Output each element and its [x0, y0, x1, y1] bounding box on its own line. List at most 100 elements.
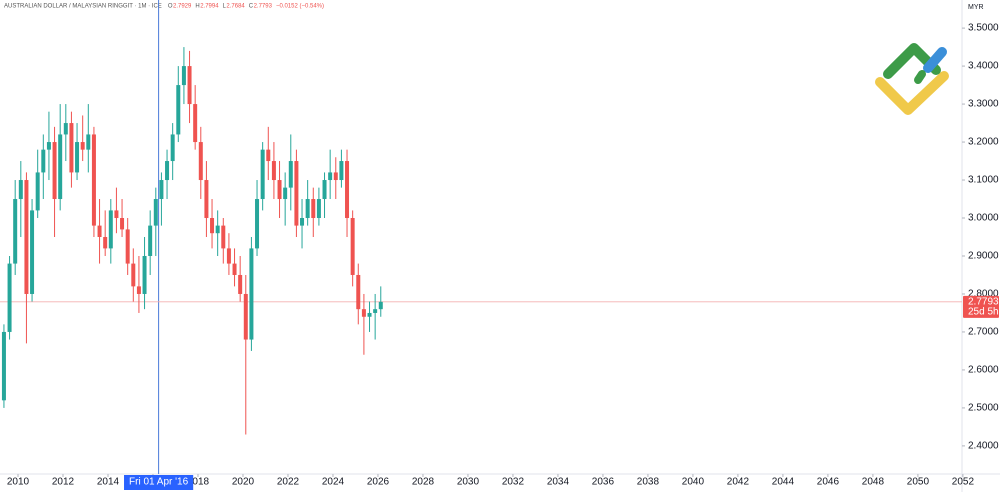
x-tick-label: 2014	[97, 477, 120, 488]
candle-body	[283, 187, 288, 200]
x-tick-label: 2022	[277, 477, 300, 488]
candle-body	[13, 199, 18, 264]
x-tick-label: 2052	[952, 477, 975, 488]
candle-body	[125, 229, 130, 264]
x-tick-label: 2024	[322, 477, 345, 488]
crosshair-label: Fri 01 Apr '16	[124, 475, 194, 490]
ohlc-value: 2.7994	[200, 4, 219, 10]
y-tick-label: 2.9000	[968, 251, 999, 262]
candle-body	[255, 199, 260, 249]
candle-body	[294, 161, 299, 226]
y-tick-label: 2.4000	[968, 441, 999, 452]
y-tick-label: 2.5000	[968, 403, 999, 414]
x-tick-label: 2042	[727, 477, 750, 488]
candle-body	[58, 134, 63, 200]
candle-body	[75, 142, 80, 173]
candle-body	[378, 301, 383, 310]
candle-body	[226, 248, 231, 264]
unit-label: MYR	[968, 4, 984, 11]
candle-body	[69, 123, 74, 173]
symbol-title: AUSTRALIAN DOLLAR / MALAYSIAN RINGGIT · …	[4, 4, 162, 10]
candle-body	[316, 199, 321, 219]
candle-body	[97, 225, 102, 237]
x-tick-label: 2026	[367, 477, 390, 488]
x-tick-label: 2040	[682, 477, 705, 488]
candle-body	[367, 312, 372, 317]
candle-body	[114, 210, 119, 219]
candle-body	[221, 225, 226, 249]
candle-body	[288, 161, 293, 188]
candle-body	[350, 218, 355, 275]
x-tick-label: 2032	[502, 477, 525, 488]
candle-body	[52, 142, 57, 200]
candle-body	[148, 225, 153, 256]
y-tick-label: 3.0000	[968, 213, 999, 224]
x-tick-label: 2050	[907, 477, 930, 488]
candle-body	[170, 134, 175, 162]
candle-body	[339, 161, 344, 181]
candle-body	[271, 161, 276, 181]
candle-body	[108, 210, 113, 249]
ohlc-value: 2.7793	[254, 4, 273, 10]
candle-body	[373, 309, 378, 313]
countdown-label: 25d 5h	[968, 306, 999, 317]
x-tick-label: 2034	[547, 477, 570, 488]
x-tick-label: 2018	[187, 477, 210, 488]
ohlc-label: H	[195, 4, 199, 10]
candle-body	[333, 172, 338, 181]
y-tick-label: 3.3000	[968, 99, 999, 110]
candle-body	[345, 161, 350, 219]
y-tick-label: 2.8000	[968, 289, 999, 300]
candle-body	[232, 263, 237, 275]
x-tick-label: 2044	[772, 477, 795, 488]
candle-body	[7, 263, 12, 332]
candle-body	[24, 180, 29, 294]
candle-body	[41, 149, 46, 173]
candle-body	[238, 274, 243, 294]
candle-body	[30, 210, 35, 294]
last-price-box	[963, 295, 999, 318]
x-tick-label: 2048	[862, 477, 885, 488]
candle-body	[311, 199, 316, 219]
candle-body	[210, 218, 215, 234]
candle-body	[120, 218, 125, 230]
ohlc-value: 2.7684	[226, 4, 245, 10]
crosshair-label-box	[124, 475, 194, 490]
candle-body	[46, 142, 51, 150]
candle-body	[1, 331, 6, 401]
candle-body	[35, 172, 40, 211]
candle-body	[80, 142, 85, 150]
last-price-label: 2.7793	[968, 296, 999, 307]
candle-body	[249, 248, 254, 340]
x-tick-label: 2010	[7, 477, 30, 488]
x-tick-label: 2020	[232, 477, 255, 488]
candle-body	[86, 134, 91, 150]
ohlc-label: C	[249, 4, 254, 10]
candle-body	[18, 180, 23, 200]
candle-body	[176, 85, 181, 135]
candle-body	[136, 286, 141, 294]
candle-body	[243, 293, 248, 340]
candle-body	[266, 149, 271, 162]
y-tick-label: 3.5000	[968, 23, 999, 34]
candle-body	[322, 180, 327, 200]
candle-body	[193, 104, 198, 143]
candle-body	[142, 255, 147, 294]
x-tick-label: 2030	[457, 477, 480, 488]
y-tick-label: 3.1000	[968, 175, 999, 186]
ohlc-label: O	[168, 4, 173, 10]
candle-body	[300, 218, 305, 226]
crosshair-label-text: Fri 01 Apr '16	[129, 477, 189, 488]
candle-body	[159, 180, 164, 200]
candle-body	[361, 309, 366, 317]
candle-body	[131, 263, 136, 287]
candle-body	[356, 274, 361, 310]
candle-body	[328, 172, 333, 181]
y-tick-label: 3.2000	[968, 137, 999, 148]
candle-body	[187, 66, 192, 105]
candle-body	[204, 180, 209, 219]
y-tick-label: 2.6000	[968, 365, 999, 376]
candle-body	[305, 199, 310, 219]
candle-body	[260, 149, 265, 200]
